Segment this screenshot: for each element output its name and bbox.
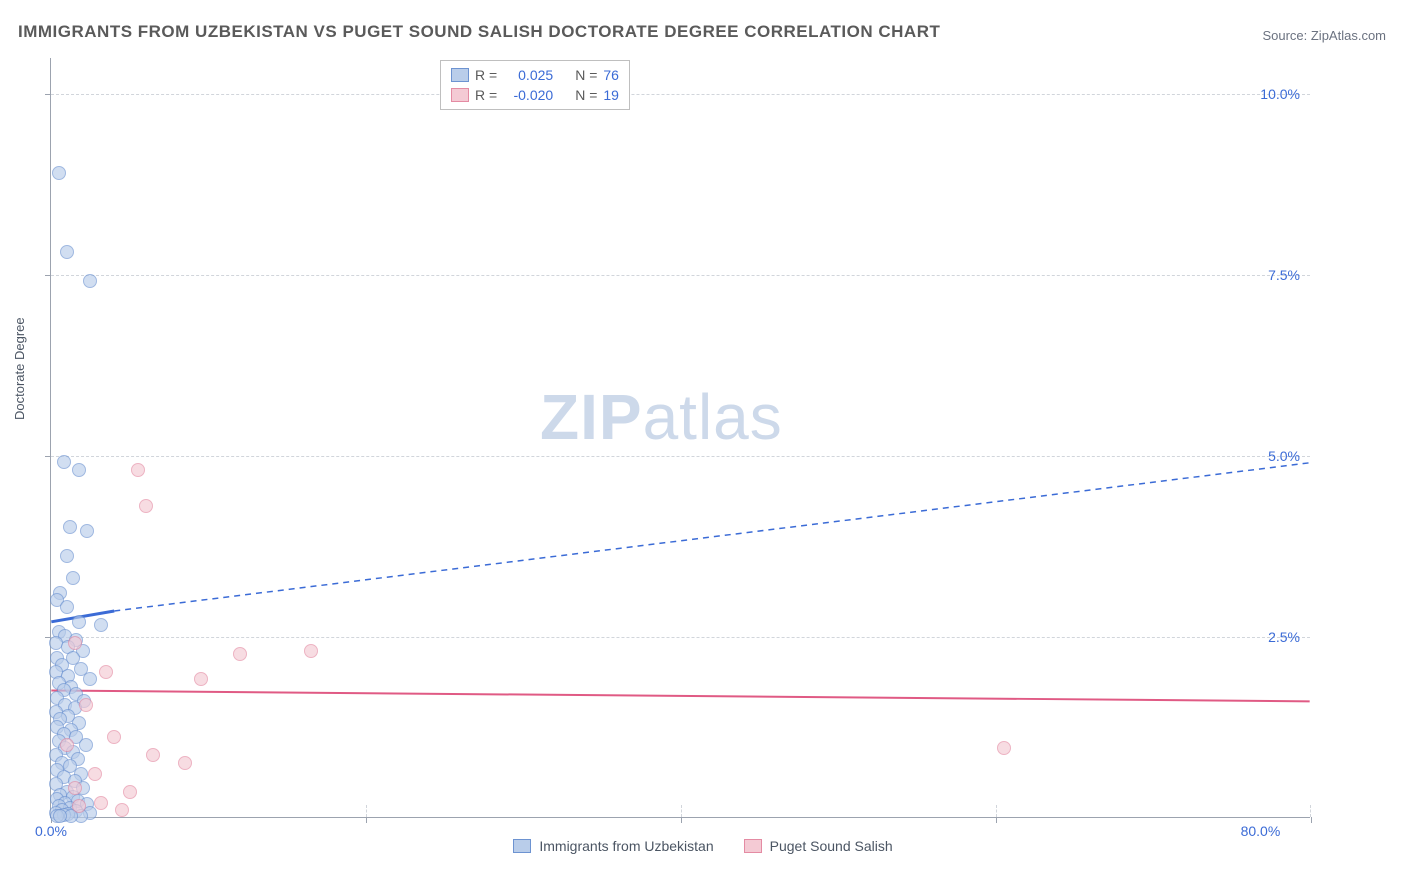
gridline-vertical [366, 805, 367, 817]
n-label: N = [575, 87, 597, 103]
scatter-point-blue [52, 166, 66, 180]
scatter-point-pink [194, 672, 208, 686]
trendline-pink [51, 691, 1309, 702]
y-tick-label: 2.5% [1268, 629, 1300, 645]
y-tick-label: 10.0% [1260, 86, 1300, 102]
trendline-blue-dashed [114, 463, 1309, 611]
legend-label: Immigrants from Uzbekistan [539, 838, 713, 854]
legend-swatch-blue [451, 68, 469, 82]
gridline-horizontal [51, 94, 1310, 95]
scatter-point-pink [68, 636, 82, 650]
n-label: N = [575, 67, 597, 83]
scatter-point-blue [80, 524, 94, 538]
legend-label: Puget Sound Salish [770, 838, 893, 854]
scatter-point-pink [88, 767, 102, 781]
scatter-point-pink [72, 799, 86, 813]
scatter-point-blue [53, 809, 67, 823]
x-tick-label: 80.0% [1241, 823, 1281, 839]
gridline-horizontal [51, 637, 1310, 638]
scatter-point-pink [131, 463, 145, 477]
y-tick-label: 5.0% [1268, 448, 1300, 464]
scatter-point-blue [83, 672, 97, 686]
scatter-point-blue [60, 600, 74, 614]
legend-series-bar: Immigrants from Uzbekistan Puget Sound S… [0, 838, 1406, 854]
scatter-point-pink [107, 730, 121, 744]
scatter-point-pink [60, 738, 74, 752]
scatter-point-pink [79, 698, 93, 712]
scatter-point-blue [66, 571, 80, 585]
legend-swatch-pink [451, 88, 469, 102]
legend-item: Puget Sound Salish [744, 838, 893, 854]
scatter-point-blue [72, 615, 86, 629]
n-value: 19 [603, 87, 619, 103]
scatter-point-pink [99, 665, 113, 679]
scatter-point-pink [997, 741, 1011, 755]
scatter-point-blue [83, 274, 97, 288]
scatter-point-pink [123, 785, 137, 799]
scatter-point-pink [115, 803, 129, 817]
legend-stats-row: R = 0.025 N = 76 [451, 65, 619, 85]
scatter-point-blue [57, 455, 71, 469]
scatter-point-pink [178, 756, 192, 770]
scatter-point-pink [68, 781, 82, 795]
scatter-point-blue [63, 520, 77, 534]
scatter-point-pink [139, 499, 153, 513]
legend-swatch-blue [513, 839, 531, 853]
source-attribution: Source: ZipAtlas.com [1262, 28, 1386, 43]
y-axis-title: Doctorate Degree [12, 317, 27, 420]
trend-lines-layer [51, 58, 1310, 817]
scatter-point-blue [79, 738, 93, 752]
gridline-vertical [681, 805, 682, 817]
scatter-point-pink [233, 647, 247, 661]
gridline-horizontal [51, 456, 1310, 457]
legend-swatch-pink [744, 839, 762, 853]
chart-plot-area: 2.5%5.0%7.5%10.0%0.0%80.0% [50, 58, 1310, 818]
r-label: R = [475, 67, 497, 83]
scatter-point-pink [146, 748, 160, 762]
gridline-horizontal [51, 275, 1310, 276]
y-tick-label: 7.5% [1268, 267, 1300, 283]
scatter-point-blue [72, 463, 86, 477]
scatter-point-blue [94, 618, 108, 632]
r-label: R = [475, 87, 497, 103]
scatter-point-pink [94, 796, 108, 810]
n-value: 76 [603, 67, 619, 83]
scatter-point-blue [60, 549, 74, 563]
r-value: -0.020 [503, 87, 553, 103]
scatter-point-pink [304, 644, 318, 658]
chart-title: IMMIGRANTS FROM UZBEKISTAN VS PUGET SOUN… [18, 22, 940, 42]
x-tick-label: 0.0% [35, 823, 67, 839]
scatter-point-blue [60, 245, 74, 259]
r-value: 0.025 [503, 67, 553, 83]
legend-item: Immigrants from Uzbekistan [513, 838, 713, 854]
legend-stats-row: R = -0.020 N = 19 [451, 85, 619, 105]
legend-stats-box: R = 0.025 N = 76 R = -0.020 N = 19 [440, 60, 630, 110]
gridline-vertical [996, 805, 997, 817]
